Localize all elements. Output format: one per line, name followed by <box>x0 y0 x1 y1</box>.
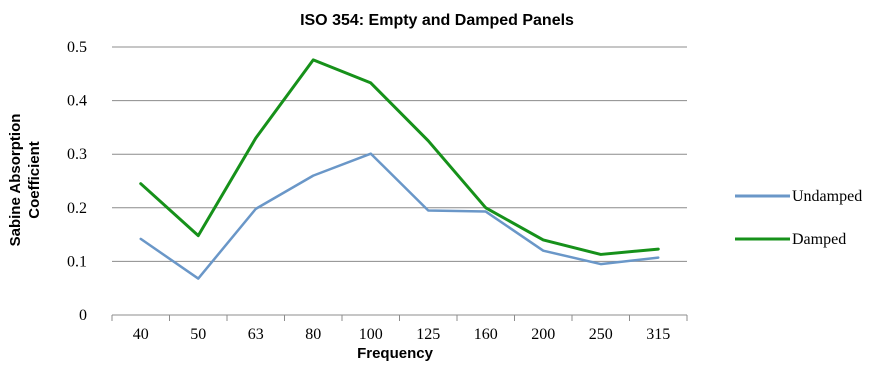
series-line-damped <box>139 58 660 256</box>
y-tick-label: 0.4 <box>67 93 87 110</box>
y-tick-label: 0 <box>79 307 87 324</box>
series-layer <box>139 58 660 280</box>
gridlines <box>112 46 687 262</box>
legend: Undamped Damped <box>735 188 862 248</box>
x-axis-tick-labels: 40 50 63 80 100 125 160 200 250 315 <box>133 326 671 343</box>
y-tick-label: 0.3 <box>67 146 87 163</box>
y-axis-title: Sabine Absorption Coefficient <box>7 114 43 247</box>
y-axis-tick-labels: 0 0.1 0.2 0.3 0.4 0.5 <box>67 39 87 324</box>
x-tick-label: 250 <box>589 326 613 343</box>
y-axis-title-line-2: Coefficient <box>26 141 43 219</box>
chart-title: ISO 354: Empty and Damped Panels <box>300 12 574 29</box>
series-line-undamped <box>139 152 660 280</box>
y-tick-label: 0.5 <box>67 39 87 56</box>
x-axis-ticks <box>111 315 688 321</box>
x-tick-label: 50 <box>190 326 206 343</box>
y-axis-title-line-1: Sabine Absorption <box>7 114 24 247</box>
x-axis-title: Frequency <box>357 345 434 362</box>
x-tick-label: 40 <box>133 326 149 343</box>
x-tick-label: 63 <box>248 326 264 343</box>
legend-label-damped: Damped <box>792 231 846 248</box>
y-tick-label: 0.2 <box>67 200 87 217</box>
y-tick-label: 0.1 <box>67 253 87 270</box>
x-tick-label: 160 <box>474 326 498 343</box>
x-tick-label: 80 <box>305 326 321 343</box>
x-tick-label: 100 <box>359 326 383 343</box>
x-tick-label: 125 <box>416 326 440 343</box>
x-tick-label: 200 <box>531 326 555 343</box>
x-tick-label: 315 <box>646 326 670 343</box>
legend-label-undamped: Undamped <box>792 188 862 205</box>
